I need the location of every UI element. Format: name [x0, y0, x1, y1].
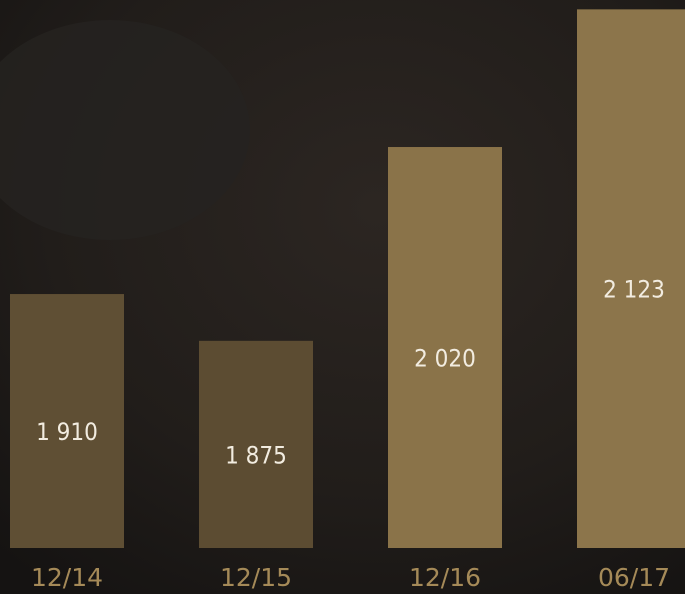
value-label: 1 910 [36, 418, 98, 446]
bar [388, 147, 502, 548]
background-shape [0, 20, 250, 240]
x-tick-label: 12/14 [31, 563, 103, 592]
plot: 1 910 12/14 1 875 12/15 2 020 12/16 2 123 06/17 [10, 9, 685, 592]
value-label: 1 875 [225, 441, 287, 469]
value-label: 2 123 [603, 276, 665, 304]
value-label: 2 020 [414, 345, 476, 373]
bar [10, 294, 124, 548]
x-tick-label: 12/15 [220, 563, 292, 592]
bar [199, 340, 313, 548]
x-tick-label: 12/16 [409, 563, 481, 592]
bar [577, 9, 685, 549]
x-tick-label: 06/17 [598, 563, 670, 592]
